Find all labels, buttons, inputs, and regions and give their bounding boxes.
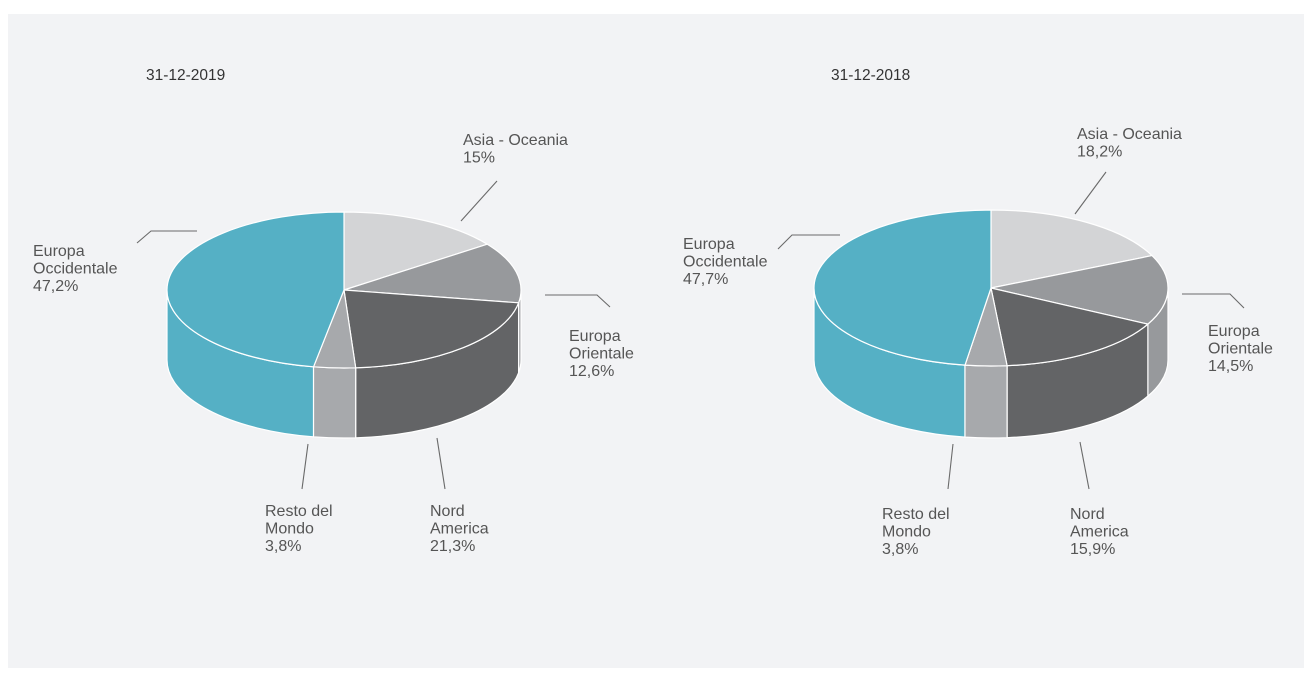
slice-label-nord-america: Nord America 15,9% — [1070, 506, 1129, 558]
slice-value-europa-occidentale: 47,2% — [33, 278, 78, 295]
leader-line-europa-occidentale — [777, 234, 840, 250]
leader-line-resto-del-mondo — [301, 443, 309, 490]
leader-line-asia-oceania — [1074, 171, 1107, 215]
slice-name-europa-orientale: Orientale — [1208, 341, 1273, 358]
chart-date-title: 31-12-2019 — [146, 67, 225, 84]
slice-label-resto-del-mondo: Resto del Mondo 3,8% — [265, 503, 333, 555]
slice-name-europa-occidentale: Europa — [33, 243, 85, 260]
leader-line-asia-oceania — [460, 180, 498, 222]
leader-line-nord-america — [1079, 441, 1090, 490]
slice-name-resto-del-mondo: Mondo — [882, 524, 931, 541]
leader-line-europa-orientale — [545, 294, 611, 308]
leader-line-resto-del-mondo — [947, 443, 954, 490]
slice-value-europa-occidentale: 47,7% — [683, 271, 728, 288]
slice-value-asia-oceania: 18,2% — [1077, 144, 1122, 161]
slice-name-nord-america: America — [1070, 524, 1129, 541]
slice-name-europa-orientale: Europa — [1208, 323, 1260, 340]
slice-europa-occidentale — [166, 211, 345, 368]
slice-nord-america — [343, 289, 520, 369]
slice-label-europa-occidentale: Europa Occidentale 47,7% — [683, 236, 768, 288]
slice-name-nord-america: Nord — [1070, 506, 1105, 523]
slice-europa-orientale — [990, 254, 1169, 325]
slice-value-europa-orientale: 12,6% — [569, 363, 614, 380]
slice-label-resto-del-mondo: Resto del Mondo 3,8% — [882, 506, 950, 558]
leader-line-europa-orientale — [1182, 293, 1245, 309]
slice-label-europa-orientale: Europa Orientale 14,5% — [1208, 323, 1273, 375]
slice-side-resto-del-mondo — [964, 364, 1008, 439]
slice-label-europa-orientale: Europa Orientale 12,6% — [569, 328, 634, 380]
slice-nord-america — [990, 287, 1149, 367]
slice-label-europa-occidentale: Europa Occidentale 47,2% — [33, 243, 118, 295]
slice-label-nord-america: Nord America 21,3% — [430, 503, 489, 555]
slice-label-asia-oceania: Asia - Oceania 18,2% — [1077, 126, 1182, 161]
slice-name-resto-del-mondo: Mondo — [265, 521, 314, 538]
slice-name-asia-oceania: Asia - Oceania — [1077, 126, 1182, 143]
slice-name-resto-del-mondo: Resto del — [265, 503, 333, 520]
slice-name-europa-occidentale: Occidentale — [33, 261, 118, 278]
slice-name-europa-orientale: Orientale — [569, 346, 634, 363]
slice-name-europa-occidentale: Occidentale — [683, 254, 768, 271]
slice-name-nord-america: Nord — [430, 503, 465, 520]
slice-value-nord-america: 15,9% — [1070, 541, 1115, 558]
slice-value-nord-america: 21,3% — [430, 538, 475, 555]
slice-side-resto-del-mondo — [312, 366, 357, 439]
slice-name-europa-orientale: Europa — [569, 328, 621, 345]
slice-value-resto-del-mondo: 3,8% — [265, 538, 301, 555]
leader-line-europa-occidentale — [136, 230, 197, 244]
chart-date-title: 31-12-2018 — [831, 67, 910, 84]
slice-value-resto-del-mondo: 3,8% — [882, 541, 918, 558]
slice-name-europa-occidentale: Europa — [683, 236, 735, 253]
slice-name-resto-del-mondo: Resto del — [882, 506, 950, 523]
slice-europa-orientale — [343, 243, 522, 304]
slice-label-asia-oceania: Asia - Oceania 15% — [463, 132, 568, 167]
slice-europa-occidentale — [813, 209, 992, 366]
slice-asia-oceania — [990, 209, 1153, 289]
slice-name-nord-america: America — [430, 521, 489, 538]
slice-name-asia-oceania: Asia - Oceania — [463, 132, 568, 149]
slice-asia-oceania — [343, 211, 488, 291]
slice-value-asia-oceania: 15% — [463, 150, 495, 167]
slice-value-europa-orientale: 14,5% — [1208, 358, 1253, 375]
leader-line-nord-america — [436, 437, 446, 490]
